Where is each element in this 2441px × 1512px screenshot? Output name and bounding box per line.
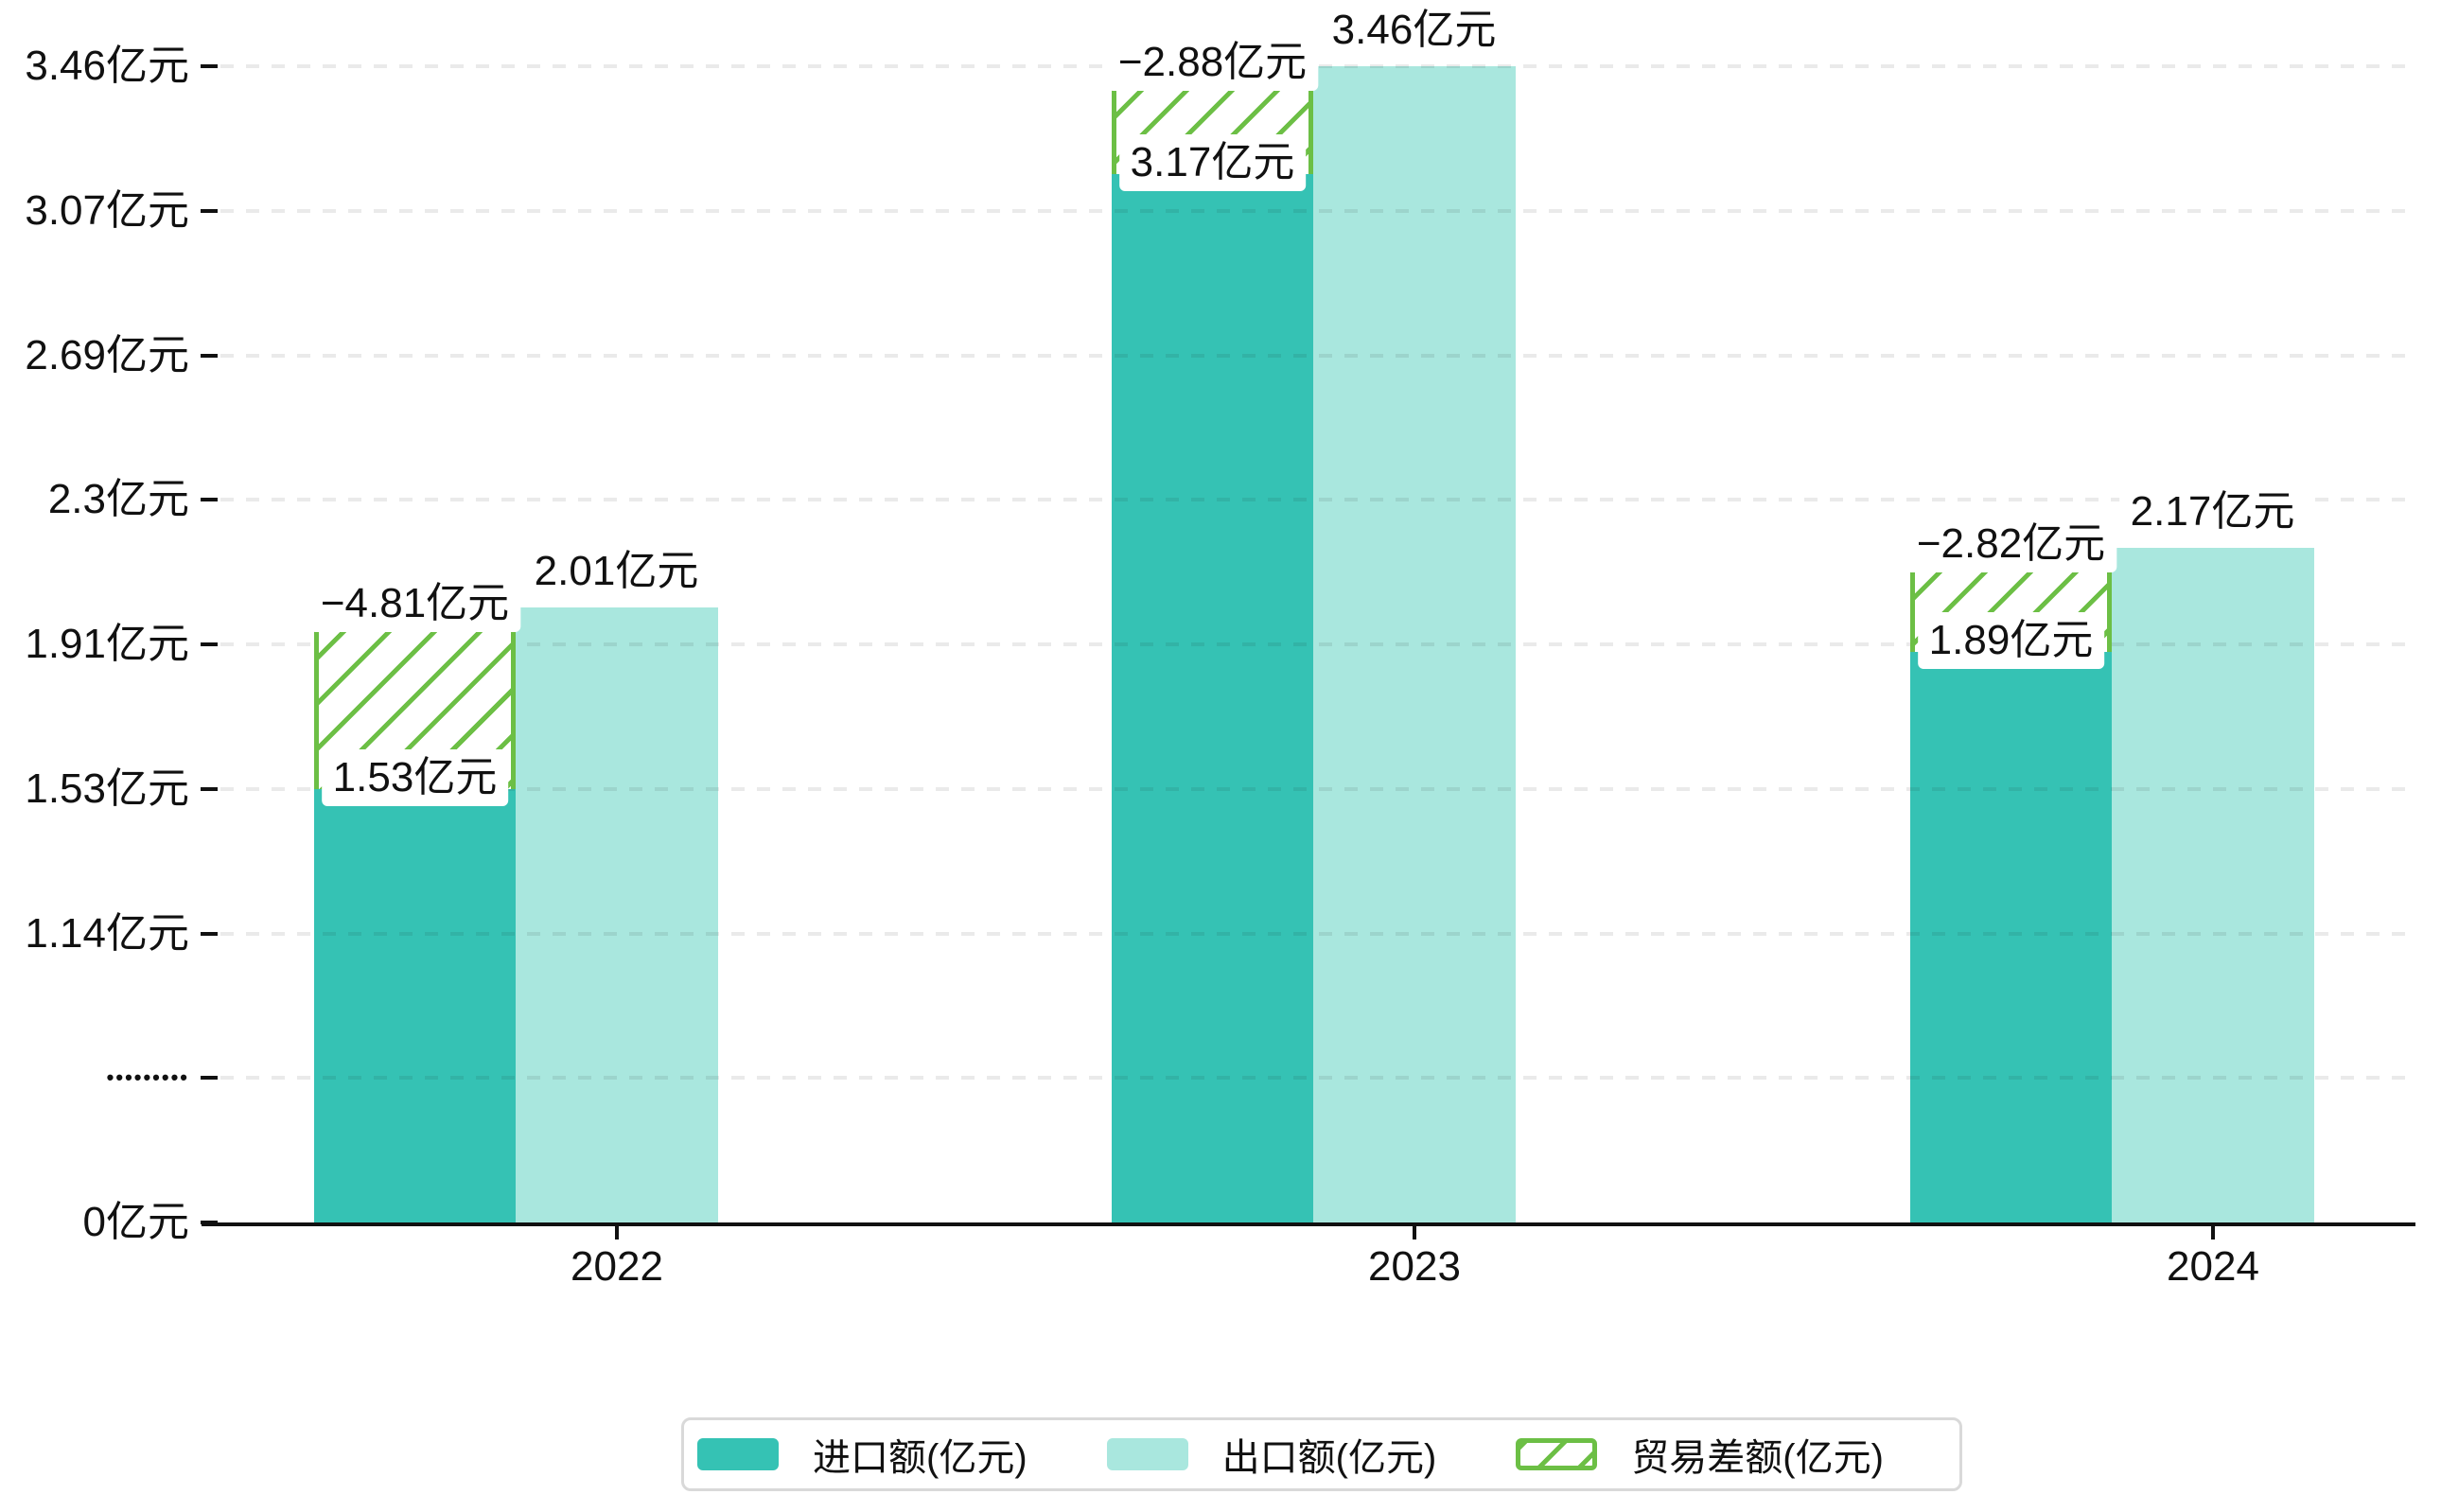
gridline bbox=[220, 1076, 2415, 1081]
y-tick-mark bbox=[201, 1076, 218, 1081]
y-tick-label: 0亿元 bbox=[82, 1199, 189, 1245]
y-tick-label: 1.53亿元 bbox=[25, 765, 189, 812]
export-swatch bbox=[1106, 1438, 1188, 1470]
gridline bbox=[220, 642, 2415, 646]
y-tick-mark bbox=[201, 498, 218, 502]
y-tick-label: 1.91亿元 bbox=[25, 621, 189, 667]
x-axis-line bbox=[202, 1222, 2415, 1226]
y-tick-mark bbox=[201, 208, 218, 213]
label-trade-balance-2022: −4.81亿元 bbox=[308, 574, 521, 632]
x-tick-mark-2023 bbox=[1413, 1222, 1416, 1239]
y-tick-label: 3.07亿元 bbox=[25, 186, 189, 234]
label-export-value-2023: 3.46亿元 bbox=[1320, 2, 1508, 59]
trade-balance-hatch-swatch bbox=[1516, 1438, 1598, 1470]
gridline bbox=[220, 353, 2415, 358]
gridline bbox=[220, 208, 2415, 213]
x-tick-mark-2024 bbox=[2211, 1222, 2215, 1239]
bar-import-2022[interactable] bbox=[314, 788, 516, 1222]
legend-item-export[interactable]: 出口额(亿元) bbox=[1106, 1427, 1437, 1482]
y-tick-label: ••••••••• bbox=[106, 1065, 189, 1090]
label-trade-balance-2023: −2.88亿元 bbox=[1106, 34, 1319, 91]
x-tick-label-2023: 2023 bbox=[1368, 1243, 1461, 1290]
bar-export-2023[interactable] bbox=[1313, 66, 1516, 1222]
label-import-value-2022: 1.53亿元 bbox=[321, 748, 509, 806]
legend: 进口额(亿元) 出口额(亿元) 贸易差额(亿元) bbox=[681, 1417, 1962, 1491]
y-tick-mark bbox=[201, 786, 218, 791]
label-export-value-2024: 2.17亿元 bbox=[2118, 483, 2307, 541]
bar-export-2024[interactable] bbox=[2112, 548, 2314, 1222]
x-tick-label-2022: 2022 bbox=[571, 1243, 663, 1290]
x-tick-mark-2022 bbox=[615, 1222, 619, 1239]
gridline bbox=[220, 931, 2415, 936]
import-swatch bbox=[697, 1438, 779, 1470]
legend-item-trade-balance[interactable]: 贸易差额(亿元) bbox=[1516, 1427, 1884, 1482]
y-tick-label: 1.14亿元 bbox=[25, 909, 189, 957]
y-tick-label: 2.3亿元 bbox=[47, 476, 189, 523]
gridline bbox=[220, 64, 2415, 68]
label-import-value-2023: 3.17亿元 bbox=[1118, 133, 1307, 191]
legend-label-trade-balance: 贸易差额(亿元) bbox=[1631, 1437, 1884, 1479]
label-export-value-2022: 2.01亿元 bbox=[522, 542, 711, 600]
y-tick-mark bbox=[201, 353, 218, 358]
label-import-value-2024: 1.89亿元 bbox=[1917, 612, 2105, 670]
bar-export-2022[interactable] bbox=[516, 607, 718, 1222]
gridline bbox=[220, 498, 2415, 502]
bar-import-2023[interactable] bbox=[1112, 173, 1313, 1222]
legend-label-export: 出口额(亿元) bbox=[1221, 1437, 1437, 1479]
gridline bbox=[220, 786, 2415, 791]
y-tick-mark bbox=[201, 64, 218, 68]
y-tick-mark bbox=[201, 642, 218, 646]
y-tick-mark bbox=[201, 931, 218, 936]
bar-import-2024[interactable] bbox=[1910, 652, 2112, 1222]
y-tick-label: 3.46亿元 bbox=[25, 43, 189, 89]
legend-item-import[interactable]: 进口额(亿元) bbox=[697, 1427, 1027, 1482]
label-trade-balance-2024: −2.82亿元 bbox=[1905, 516, 2117, 573]
legend-label-import: 进口额(亿元) bbox=[813, 1437, 1027, 1479]
x-tick-label-2024: 2024 bbox=[2167, 1243, 2259, 1290]
y-tick-label: 2.69亿元 bbox=[25, 331, 189, 378]
